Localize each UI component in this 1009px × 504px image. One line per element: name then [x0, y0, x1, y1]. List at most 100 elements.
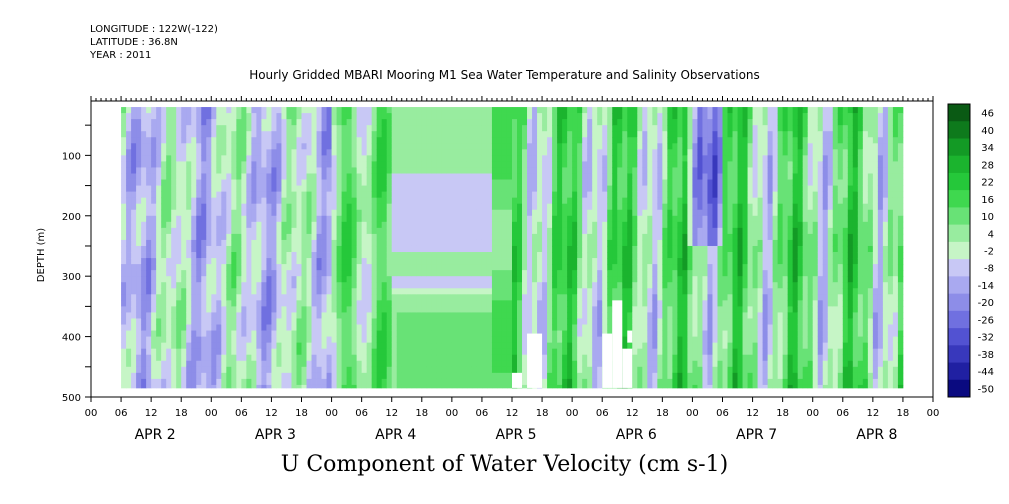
- heatmap-cell: [491, 245, 498, 253]
- heatmap-cell: [401, 366, 408, 374]
- heatmap-cell: [441, 113, 448, 120]
- heatmap-cell: [366, 131, 373, 138]
- heatmap-cell: [356, 384, 363, 389]
- heatmap-cell: [456, 252, 463, 259]
- heatmap-cell: [296, 372, 302, 380]
- heatmap-cell: [381, 167, 388, 174]
- heatmap-cell: [156, 270, 162, 277]
- heatmap-cell: [537, 258, 543, 265]
- heatmap-cell: [211, 282, 217, 289]
- heatmap-cell: [431, 270, 438, 277]
- heatmap-cell: [421, 143, 428, 150]
- heatmap-cell: [196, 125, 202, 132]
- heatmap-cell: [276, 384, 282, 389]
- heatmap-cell: [361, 384, 368, 389]
- heatmap-cell: [306, 227, 312, 235]
- heatmap-cell: [451, 348, 458, 356]
- heatmap-cell: [441, 360, 448, 368]
- heatmap-cell: [331, 282, 337, 289]
- heatmap-cell: [396, 155, 403, 162]
- heatmap-cell: [396, 282, 403, 289]
- heatmap-cell: [426, 191, 433, 199]
- heatmap-cell: [517, 191, 523, 199]
- heatmap-cell: [647, 288, 653, 295]
- heatmap-cell: [251, 197, 257, 205]
- heatmap-cell: [567, 113, 573, 120]
- heatmap-cell: [501, 372, 508, 380]
- heatmap-cell: [542, 155, 548, 162]
- heatmap-cell: [311, 270, 317, 277]
- heatmap-cell: [121, 209, 127, 217]
- heatmap-cell: [456, 161, 463, 168]
- heatmap-cell: [151, 372, 157, 380]
- heatmap-cell: [246, 143, 252, 150]
- heatmap-cell: [126, 270, 132, 277]
- heatmap-cell: [336, 143, 342, 150]
- heatmap-cell: [316, 378, 322, 386]
- heatmap-cell: [642, 239, 648, 247]
- heatmap-cell: [191, 336, 197, 344]
- heatmap-cell: [246, 149, 252, 156]
- heatmap-cell: [416, 233, 423, 241]
- heatmap-cell: [166, 113, 172, 120]
- heatmap-cell: [522, 372, 528, 380]
- heatmap-cell: [562, 197, 568, 205]
- heatmap-cell: [216, 107, 222, 114]
- heatmap-cell: [542, 173, 548, 180]
- heatmap-cell: [642, 258, 648, 265]
- heatmap-cell: [552, 143, 558, 150]
- heatmap-cell: [527, 300, 533, 307]
- heatmap-cell: [311, 191, 317, 199]
- heatmap-cell: [376, 330, 383, 337]
- heatmap-cell: [171, 360, 177, 368]
- heatmap-cell: [557, 113, 563, 120]
- heatmap-cell: [301, 270, 307, 277]
- heatmap-cell: [331, 149, 337, 156]
- heatmap-cell: [241, 173, 247, 180]
- heatmap-cell: [241, 330, 247, 337]
- heatmap-cell: [186, 161, 192, 168]
- heatmap-cell: [642, 342, 648, 350]
- heatmap-cell: [286, 245, 292, 253]
- heatmap-cell: [146, 209, 152, 217]
- heatmap-cell: [151, 179, 157, 186]
- heatmap-cell: [171, 131, 177, 138]
- heatmap-cell: [131, 221, 137, 229]
- heatmap-cell: [121, 282, 127, 289]
- heatmap-cell: [211, 149, 217, 156]
- heatmap-cell: [211, 215, 217, 223]
- heatmap-cell: [421, 155, 428, 162]
- heatmap-cell: [276, 227, 282, 235]
- heatmap-cell: [321, 264, 327, 271]
- heatmap-cell: [221, 137, 227, 144]
- heatmap-cell: [296, 155, 302, 162]
- heatmap-cell: [226, 203, 232, 211]
- heatmap-cell: [441, 227, 448, 235]
- heatmap-cell: [562, 155, 568, 162]
- heatmap-cell: [517, 143, 523, 150]
- heatmap-cell: [532, 209, 538, 217]
- heatmap-cell: [461, 239, 468, 247]
- heatmap-cell: [261, 294, 267, 301]
- heatmap-cell: [517, 330, 523, 337]
- heatmap-cell: [401, 288, 408, 295]
- heatmap-cell: [627, 131, 633, 138]
- heatmap-cell: [311, 227, 317, 235]
- heatmap-cell: [512, 294, 518, 301]
- heatmap-cell: [517, 161, 523, 168]
- heatmap-cell: [336, 179, 342, 186]
- heatmap-cell: [612, 209, 618, 217]
- heatmap-cell: [166, 330, 172, 337]
- heatmap-cell: [176, 264, 182, 271]
- heatmap-cell: [271, 209, 277, 217]
- heatmap-cell: [592, 215, 598, 223]
- heatmap-cell: [226, 276, 232, 283]
- heatmap-cell: [301, 252, 307, 259]
- heatmap-cell: [166, 342, 172, 350]
- heatmap-cell: [336, 360, 342, 368]
- heatmap-cell: [587, 378, 593, 386]
- heatmap-cell: [216, 131, 222, 138]
- heatmap-cell: [421, 354, 428, 362]
- heatmap-cell: [181, 372, 187, 380]
- heatmap-cell: [151, 276, 157, 283]
